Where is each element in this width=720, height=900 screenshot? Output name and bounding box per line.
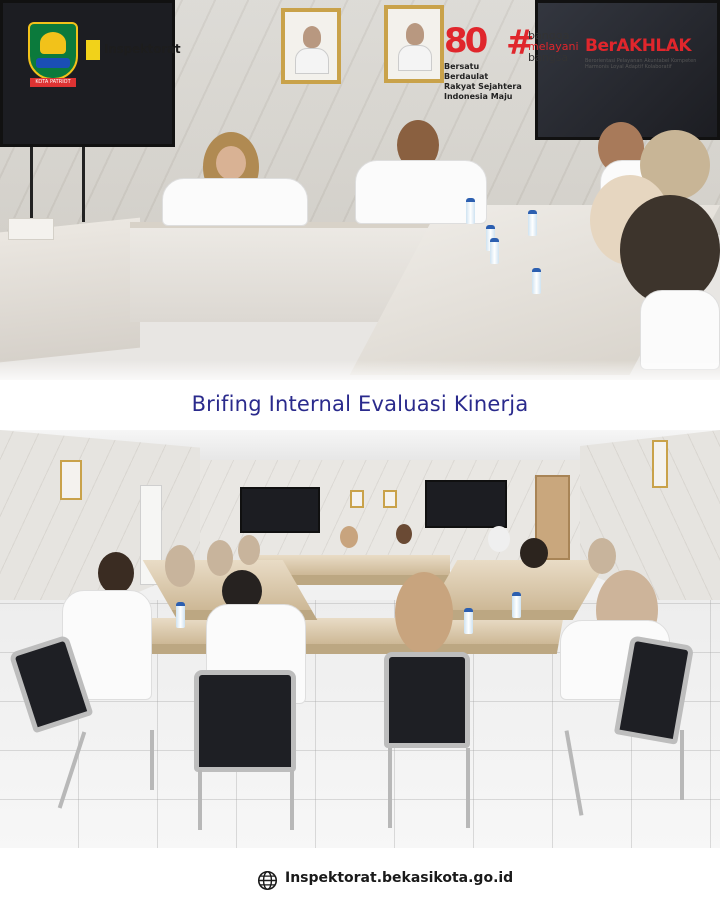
- water-bottle: [176, 602, 185, 628]
- meeting-photo-top: KOTA PATRIOT Inspektorat 80 Bersatu Berd…: [0, 0, 720, 380]
- tv-stand: [30, 147, 85, 222]
- wall-frame: [652, 440, 668, 488]
- anniversary-logo: 80: [444, 21, 488, 61]
- water-bottle: [466, 198, 475, 224]
- inspektorat-mark-icon: [86, 40, 100, 60]
- tv-screen-left: [240, 487, 320, 533]
- meeting-photo-bottom: [0, 430, 720, 848]
- water-bottle: [532, 268, 541, 294]
- campaign-logo: bangga melayani bangsa: [528, 29, 579, 64]
- berakhlak-logo: BerAKHLAK: [585, 36, 692, 56]
- portrait-frame: [350, 490, 364, 508]
- water-bottle: [464, 608, 473, 634]
- portrait-frame: [383, 490, 397, 508]
- water-bottle: [512, 592, 521, 618]
- portrait-frame-right: [384, 5, 444, 83]
- footer: Inspektorat.bekasikota.go.id: [0, 848, 720, 900]
- water-bottle: [490, 238, 499, 264]
- water-bottle: [528, 210, 537, 236]
- tissue-box: [8, 218, 54, 240]
- hashtag-logo: #: [506, 23, 535, 63]
- page-title: Brifing Internal Evaluasi Kinerja: [191, 392, 529, 416]
- tv-screen-right: [425, 480, 507, 528]
- anniversary-tagline: Bersatu Berdaulat Rakyat Sejahtera Indon…: [444, 62, 522, 101]
- website-link[interactable]: Inspektorat.bekasikota.go.id: [285, 870, 514, 886]
- tv-screen-right: [535, 0, 720, 140]
- wall-frame: [60, 460, 82, 500]
- globe-icon: [257, 870, 278, 891]
- portrait-frame-left: [281, 8, 341, 84]
- berakhlak-tagline: Berorientasi Pelayanan Akuntabel Kompete…: [585, 58, 697, 70]
- city-seal-logo: KOTA PATRIOT: [28, 22, 78, 87]
- agency-name: Inspektorat: [104, 42, 181, 56]
- tv-screen-left: [0, 0, 175, 147]
